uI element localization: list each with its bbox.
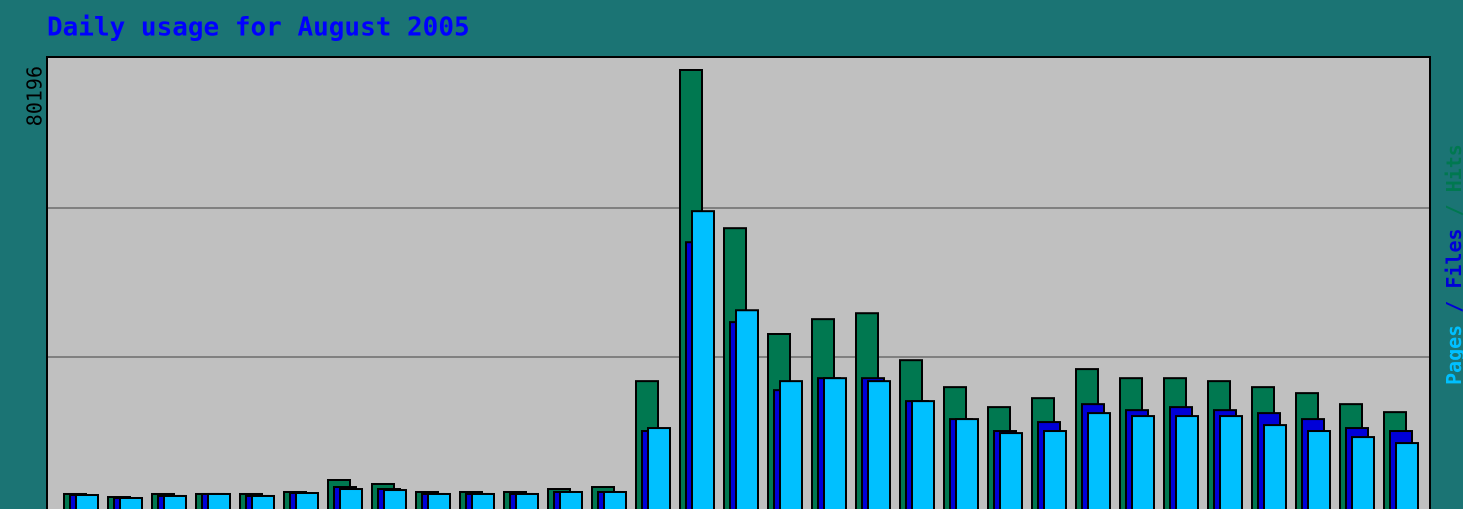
bar xyxy=(1395,442,1419,509)
bar xyxy=(691,210,715,509)
bar xyxy=(779,380,803,509)
bar xyxy=(471,492,495,509)
bar xyxy=(1351,436,1375,509)
bar xyxy=(823,377,847,509)
bar xyxy=(295,492,319,509)
separator: / xyxy=(1442,192,1463,228)
bar xyxy=(515,492,539,509)
bar xyxy=(1043,430,1067,509)
bar xyxy=(163,494,187,509)
bar xyxy=(1087,412,1111,509)
bar xyxy=(75,494,99,509)
bar xyxy=(603,490,627,509)
bar xyxy=(735,309,759,509)
legend: Pages / Files / Hits xyxy=(1442,144,1463,385)
bar xyxy=(339,488,363,509)
bar xyxy=(251,494,275,509)
bar xyxy=(119,497,143,509)
bar xyxy=(1175,415,1199,509)
bar xyxy=(999,432,1023,509)
legend-entry: Hits xyxy=(1442,144,1463,192)
bars xyxy=(63,69,1419,509)
bar xyxy=(867,380,891,509)
bar xyxy=(1131,415,1155,509)
legend-entry: Pages xyxy=(1442,325,1463,385)
separator: / xyxy=(1442,289,1463,325)
bar xyxy=(1263,424,1287,509)
bar xyxy=(955,418,979,509)
y-tick-label: 80196 xyxy=(23,66,47,126)
bar xyxy=(207,492,231,509)
bar xyxy=(383,489,407,509)
bar xyxy=(559,490,583,509)
bar xyxy=(1307,430,1331,509)
bar xyxy=(427,492,451,509)
bar xyxy=(647,427,671,509)
bar xyxy=(1219,415,1243,509)
chart-title: Daily usage for August 2005 xyxy=(47,13,470,43)
legend-entry: Files xyxy=(1442,228,1463,288)
bar xyxy=(911,400,935,509)
